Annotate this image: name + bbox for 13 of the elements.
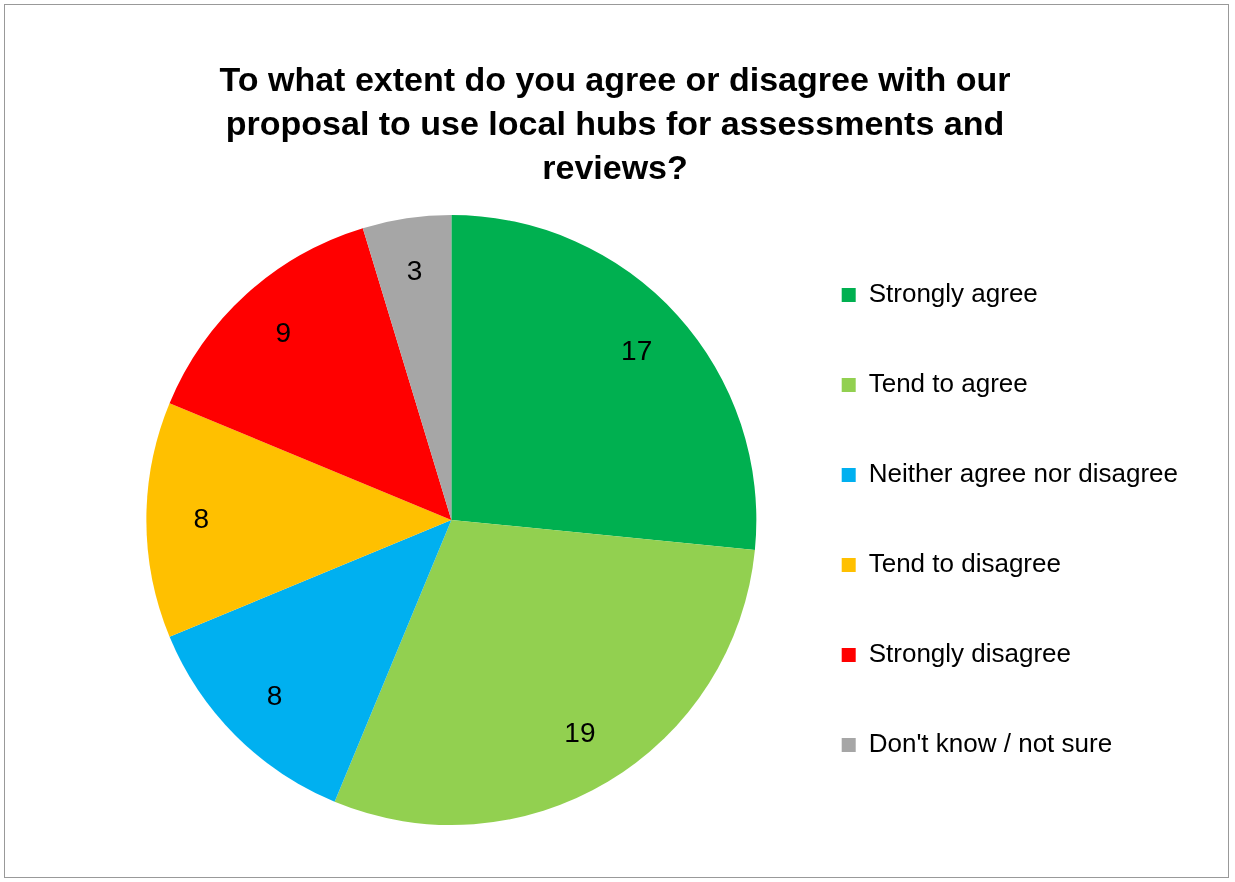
data-label: 17 <box>621 334 653 366</box>
data-label: 3 <box>406 255 423 287</box>
chart-title: To what extent do you agree or disagree with our proposal to use local hubs for assessments and reviews? <box>218 59 1012 188</box>
legend-label: Neither agree nor disagree <box>868 458 1178 489</box>
legend-label: Tend to agree <box>868 368 1028 399</box>
data-label: 8 <box>193 502 210 534</box>
data-label: 9 <box>275 317 292 349</box>
data-label: 19 <box>564 717 596 749</box>
legend-label: Strongly disagree <box>868 638 1072 669</box>
legend-label: Tend to disagree <box>868 548 1061 579</box>
legend-label: Strongly agree <box>868 278 1038 309</box>
data-label: 8 <box>266 679 283 711</box>
legend-label: Don't know / not sure <box>868 728 1113 759</box>
